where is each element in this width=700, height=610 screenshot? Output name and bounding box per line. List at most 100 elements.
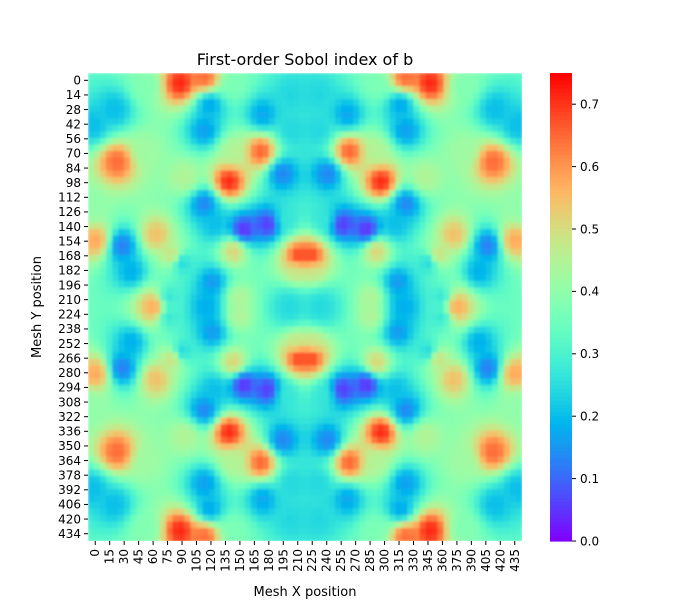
heatmap-cell [389,482,397,490]
heatmap-cell [154,86,161,94]
heatmap-cell [449,255,457,263]
heatmap-cell [142,131,149,139]
heatmap-cell [178,482,186,490]
heatmap-cell [160,307,167,315]
heatmap-cell [407,164,415,172]
heatmap-cell [515,294,522,302]
heatmap-cell [280,424,288,432]
heatmap-cell [184,112,192,120]
heatmap-cell [383,235,390,243]
heatmap-cell [371,443,378,451]
heatmap-cell [473,92,481,100]
heatmap-cell [419,430,427,438]
heatmap-cell [208,476,216,484]
heatmap-cell [148,443,155,451]
heatmap-cell [112,157,119,165]
heatmap-cell [317,313,324,321]
heatmap-cell [148,456,155,464]
heatmap-cell [112,469,119,477]
heatmap-cell [503,144,511,152]
heatmap-cell [437,502,445,510]
heatmap-cell [154,391,161,399]
heatmap-cell [383,476,390,484]
heatmap-cell [88,255,95,263]
heatmap-cell [262,469,270,477]
heatmap-cell [232,359,240,367]
heatmap-cell [377,482,384,490]
heatmap-cell [383,437,390,445]
heatmap-cell [449,242,457,250]
heatmap-cell [196,320,204,328]
heatmap-cell [407,203,415,211]
heatmap-cell [298,125,306,133]
heatmap-cell [431,209,439,217]
heatmap-cell [425,489,433,497]
heatmap-cell [449,469,457,477]
heatmap-cell [497,404,505,412]
heatmap-cell [389,203,397,211]
heatmap-cell [503,105,511,113]
heatmap-cell [341,463,348,471]
heatmap-cell [323,216,330,224]
heatmap-cell [154,372,161,380]
heatmap-cell [311,437,318,445]
heatmap-cell [298,151,306,159]
heatmap-cell [485,118,493,126]
heatmap-cell [238,261,246,269]
heatmap-cell [335,79,342,87]
heatmap-cell [262,92,270,100]
heatmap-cell [256,274,264,282]
heatmap-cell [160,489,167,497]
heatmap-cell [292,365,300,373]
heatmap-cell [431,79,439,87]
heatmap-cell [443,326,451,334]
heatmap-cell [124,73,131,81]
heatmap-cell [196,482,204,490]
heatmap-cell [232,495,240,503]
heatmap-cell [317,255,324,263]
heatmap-cell [226,274,234,282]
heatmap-cell [491,339,499,347]
heatmap-cell [94,482,101,490]
heatmap-cell [503,352,511,360]
heatmap-cell [268,151,276,159]
heatmap-cell [148,313,155,321]
heatmap-cell [485,333,493,341]
heatmap-cell [298,242,306,250]
heatmap-cell [425,359,433,367]
heatmap-cell [178,177,186,185]
heatmap-cell [208,209,216,217]
heatmap-cell [425,502,433,510]
heatmap-cell [268,164,276,172]
heatmap-cell [100,164,107,172]
heatmap-cell [292,339,300,347]
heatmap-cell [148,294,155,302]
heatmap-cell [112,326,119,334]
heatmap-cell [437,417,445,425]
heatmap-cell [148,183,155,191]
heatmap-cell [136,209,143,217]
heatmap-cell [94,398,101,406]
heatmap-cell [341,502,348,510]
heatmap-cell [184,339,192,347]
heatmap-cell [443,320,451,328]
heatmap-cell [419,443,427,451]
heatmap-cell [106,99,113,107]
heatmap-cell [298,131,306,139]
heatmap-cell [395,183,403,191]
heatmap-cell [371,144,378,152]
heatmap-cell [359,144,366,152]
heatmap-cell [256,268,264,276]
heatmap-cell [515,209,522,217]
heatmap-cell [136,196,143,204]
heatmap-cell [359,378,366,386]
heatmap-cell [311,92,318,100]
heatmap-cell [274,417,282,425]
heatmap-cell [280,417,288,425]
heatmap-cell [455,411,463,419]
heatmap-cell [377,450,384,458]
heatmap-cell [371,118,378,126]
heatmap-cell [142,326,149,334]
heatmap-cell [329,190,336,198]
heatmap-cell [190,463,198,471]
